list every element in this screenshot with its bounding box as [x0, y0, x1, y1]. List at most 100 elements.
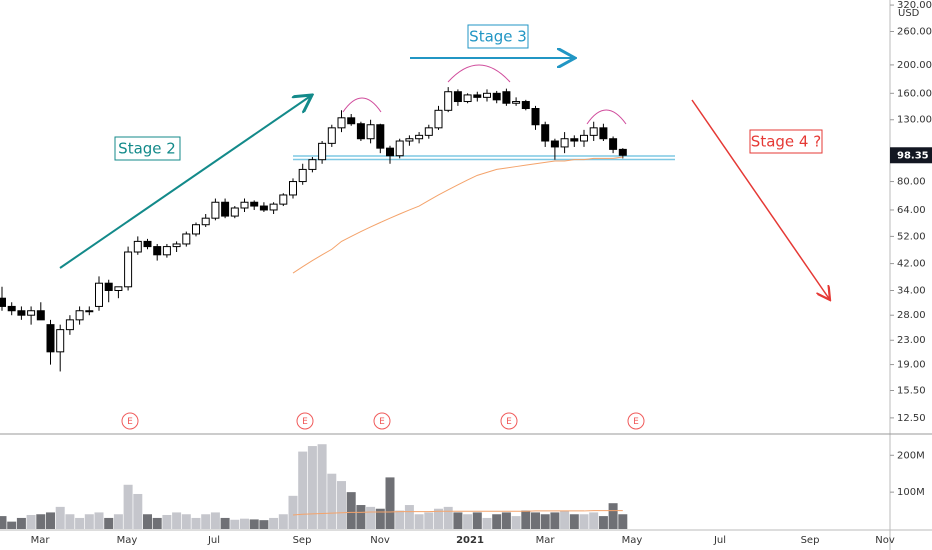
- candle-body: [221, 201, 230, 217]
- candle-body: [27, 310, 36, 316]
- candle-body: [521, 101, 530, 110]
- volume-bar: [608, 503, 618, 529]
- volume-bar: [511, 516, 521, 529]
- x-tick-label: 2021: [456, 535, 484, 546]
- candle-body: [308, 159, 317, 170]
- volume-bar: [172, 512, 182, 529]
- volume-bar: [317, 444, 327, 529]
- x-tick-label: May: [622, 535, 643, 546]
- volume-bar: [249, 519, 259, 529]
- x-tick-label: Sep: [801, 535, 820, 546]
- candle-body: [531, 108, 540, 126]
- volume-bar: [201, 514, 211, 529]
- candle-body: [95, 282, 103, 307]
- x-tick-label: Nov: [875, 535, 895, 546]
- candle-body: [395, 140, 404, 157]
- volume-bar: [26, 514, 36, 529]
- candle-body: [347, 117, 356, 125]
- volume-bar: [84, 514, 94, 529]
- volume-bar: [550, 512, 560, 529]
- earnings-marker: [296, 412, 314, 430]
- y-tick-label: 64.00: [897, 205, 926, 216]
- x-tick-label: Sep: [293, 535, 312, 546]
- volume-bar: [569, 514, 579, 529]
- volume-bar: [65, 514, 75, 529]
- candle-body: [192, 224, 200, 235]
- candle-body: [7, 305, 16, 312]
- candle-body: [386, 147, 394, 157]
- volume-bar: [385, 477, 395, 529]
- annotation: Stage 2: [118, 140, 176, 158]
- earnings-marker: [373, 412, 391, 430]
- y-tick-label: 200.00: [897, 60, 932, 71]
- volume-bar: [75, 517, 85, 529]
- candle-body: [502, 91, 511, 104]
- volume-bar: [0, 516, 7, 529]
- earnings-label: E: [633, 417, 639, 427]
- candle-body: [75, 310, 84, 321]
- candle-body: [550, 140, 559, 148]
- volume-bar: [521, 510, 531, 529]
- candle-body: [473, 94, 482, 98]
- candle-body: [376, 124, 385, 149]
- candle-body: [114, 286, 123, 291]
- candle-body: [133, 240, 142, 253]
- volume-bar: [579, 514, 589, 529]
- volume-bar: [191, 517, 201, 529]
- annotation-box: [114, 136, 181, 161]
- volume-bar: [152, 517, 162, 529]
- candle-body: [483, 92, 491, 98]
- volume-bar: [230, 519, 240, 529]
- volume-bar: [346, 492, 356, 529]
- earnings-label: E: [506, 417, 512, 427]
- y-tick-label: 130.00: [897, 115, 932, 126]
- candle-body: [182, 233, 191, 245]
- volume-bar: [560, 510, 570, 529]
- volume-bar: [492, 514, 502, 529]
- annotation-box: [749, 129, 823, 154]
- earnings-marker: [500, 412, 518, 430]
- candle-body: [415, 134, 424, 140]
- volume-bar: [589, 512, 599, 529]
- top-arc: [447, 64, 511, 83]
- candle-body: [434, 109, 443, 129]
- candle-body: [541, 124, 550, 142]
- candle-body: [124, 251, 133, 288]
- candle-body: [492, 92, 501, 101]
- volume-bar: [278, 514, 288, 529]
- candle-body: [356, 123, 365, 140]
- volume-bar: [46, 512, 55, 529]
- candle-body: [405, 138, 414, 142]
- candle-body: [250, 201, 259, 207]
- candle-body: [211, 201, 220, 219]
- volume-bar: [501, 512, 511, 529]
- volume-bar: [220, 517, 230, 529]
- volume-bar: [7, 521, 17, 529]
- volume-bar: [337, 481, 346, 529]
- candle-body: [298, 168, 307, 183]
- candle-body: [599, 127, 608, 140]
- candle-body: [162, 246, 171, 256]
- candle-body: [366, 124, 375, 140]
- y-tick-label: 42.00: [897, 259, 926, 270]
- y-tick-label: 28.00: [897, 310, 926, 321]
- y-tick-label: 34.00: [897, 285, 926, 296]
- volume-bar: [210, 512, 220, 529]
- annotation: Stage 3: [469, 28, 527, 46]
- volume-bar: [414, 514, 424, 529]
- volume-bar: [298, 451, 308, 529]
- candle-body: [580, 134, 588, 142]
- volume-bar: [181, 514, 191, 529]
- x-tick-label: Mar: [31, 535, 51, 546]
- volume-bar: [16, 517, 26, 529]
- candle-body: [269, 203, 278, 211]
- annotation-box: [467, 24, 529, 49]
- volume-bar: [104, 517, 114, 529]
- candle-body: [279, 194, 288, 205]
- candle-body: [201, 217, 210, 226]
- y-tick-label: 52.00: [897, 231, 926, 242]
- candle-body: [143, 240, 152, 248]
- currency: USD: [898, 8, 920, 19]
- candle-body: [240, 201, 249, 209]
- earnings-label: E: [302, 417, 308, 427]
